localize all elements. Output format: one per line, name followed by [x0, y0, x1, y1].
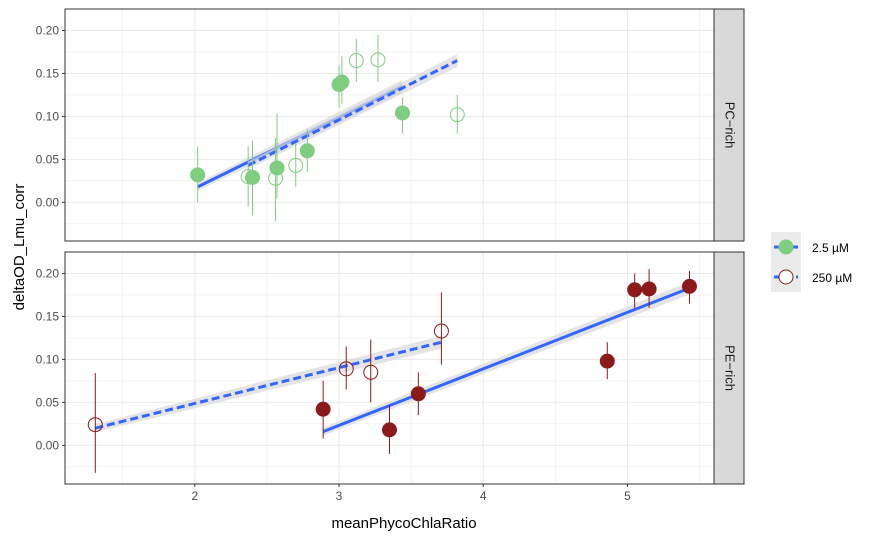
- x-axis: 2 3 4 5: [191, 484, 631, 503]
- panel-pc-rich: 0.00 0.05 0.10 0.15 0.20: [36, 8, 715, 242]
- data-point-250um: [363, 364, 379, 380]
- y-tick-label: 0.15: [36, 309, 60, 323]
- x-tick-label: 5: [624, 489, 631, 503]
- strip-pc-rich-bg: [713, 8, 745, 242]
- data-point-250um: [449, 107, 465, 123]
- legend-key-filled-circle: [778, 239, 794, 255]
- data-point-2-5um: [641, 281, 657, 297]
- fit-line-250um: [247, 59, 458, 167]
- x-axis-title: meanPhycoChlaRatio: [331, 515, 476, 532]
- strip-pe-rich-bg: [713, 251, 745, 485]
- legend-label-250um: 250 µM: [812, 271, 852, 285]
- data-point-250um: [240, 169, 256, 185]
- panel-background: [65, 9, 714, 241]
- data-point-2-5um: [244, 169, 260, 185]
- data-point-250um: [370, 52, 386, 68]
- data-point-2-5um: [410, 386, 426, 402]
- data-point-250um: [348, 53, 364, 69]
- y-tick-label: 0.15: [36, 66, 60, 80]
- legend-item-2-5um: 2.5 µM: [771, 232, 849, 262]
- data-point-2-5um: [299, 143, 315, 159]
- strip-pe-rich: PE−rich: [713, 251, 745, 485]
- data-point-2-5um: [599, 353, 615, 369]
- strip-pc-rich: PC−rich: [713, 8, 745, 242]
- legend-item-250um: 250 µM: [771, 262, 852, 292]
- data-point-250um: [268, 170, 284, 186]
- strip-pe-rich-label: PE−rich: [723, 345, 738, 391]
- y-tick-label: 0.00: [36, 438, 60, 452]
- x-tick-label: 3: [336, 489, 343, 503]
- y-tick-label: 0.05: [36, 395, 60, 409]
- legend-label-2-5um: 2.5 µM: [812, 241, 849, 255]
- fit-ribbon: [248, 54, 458, 170]
- data-point-250um: [338, 361, 354, 377]
- panel-pe-rich: 0.00 0.05 0.10 0.15 0.20: [36, 251, 715, 485]
- data-point-2-5um: [315, 401, 331, 417]
- legend: 2.5 µM 250 µM: [771, 232, 852, 292]
- data-point-2-5um: [269, 160, 285, 176]
- data-point-2-5um: [394, 105, 410, 121]
- x-tick-label: 4: [480, 489, 487, 503]
- y-tick-label: 0.10: [36, 109, 60, 123]
- y-axis-title: deltaOD_Lmu_corr: [11, 184, 28, 311]
- data-point-2-5um: [334, 74, 350, 90]
- data-point-2-5um: [627, 282, 643, 298]
- y-tick-label: 0.00: [36, 195, 60, 209]
- x-tick-label: 2: [191, 489, 198, 503]
- y-tick-label: 0.10: [36, 352, 60, 366]
- data-point-250um: [433, 323, 449, 339]
- data-point-2-5um: [382, 422, 397, 438]
- y-tick-label: 0.20: [36, 23, 60, 37]
- fit-line-2-5um: [322, 286, 691, 433]
- data-point-250um: [87, 417, 103, 433]
- legend-key-open-circle: [778, 269, 794, 285]
- y-tick-label: 0.05: [36, 152, 60, 166]
- panels: 0.00 0.05 0.10 0.15 0.20 0.00 0.05 0.10 0.15 0.20: [36, 8, 715, 485]
- strip-pc-rich-label: PC−rich: [723, 102, 738, 149]
- data-point-2-5um: [681, 278, 697, 294]
- data-point-2-5um: [190, 167, 206, 183]
- y-tick-label: 0.20: [36, 266, 60, 280]
- data-point-250um: [288, 157, 304, 173]
